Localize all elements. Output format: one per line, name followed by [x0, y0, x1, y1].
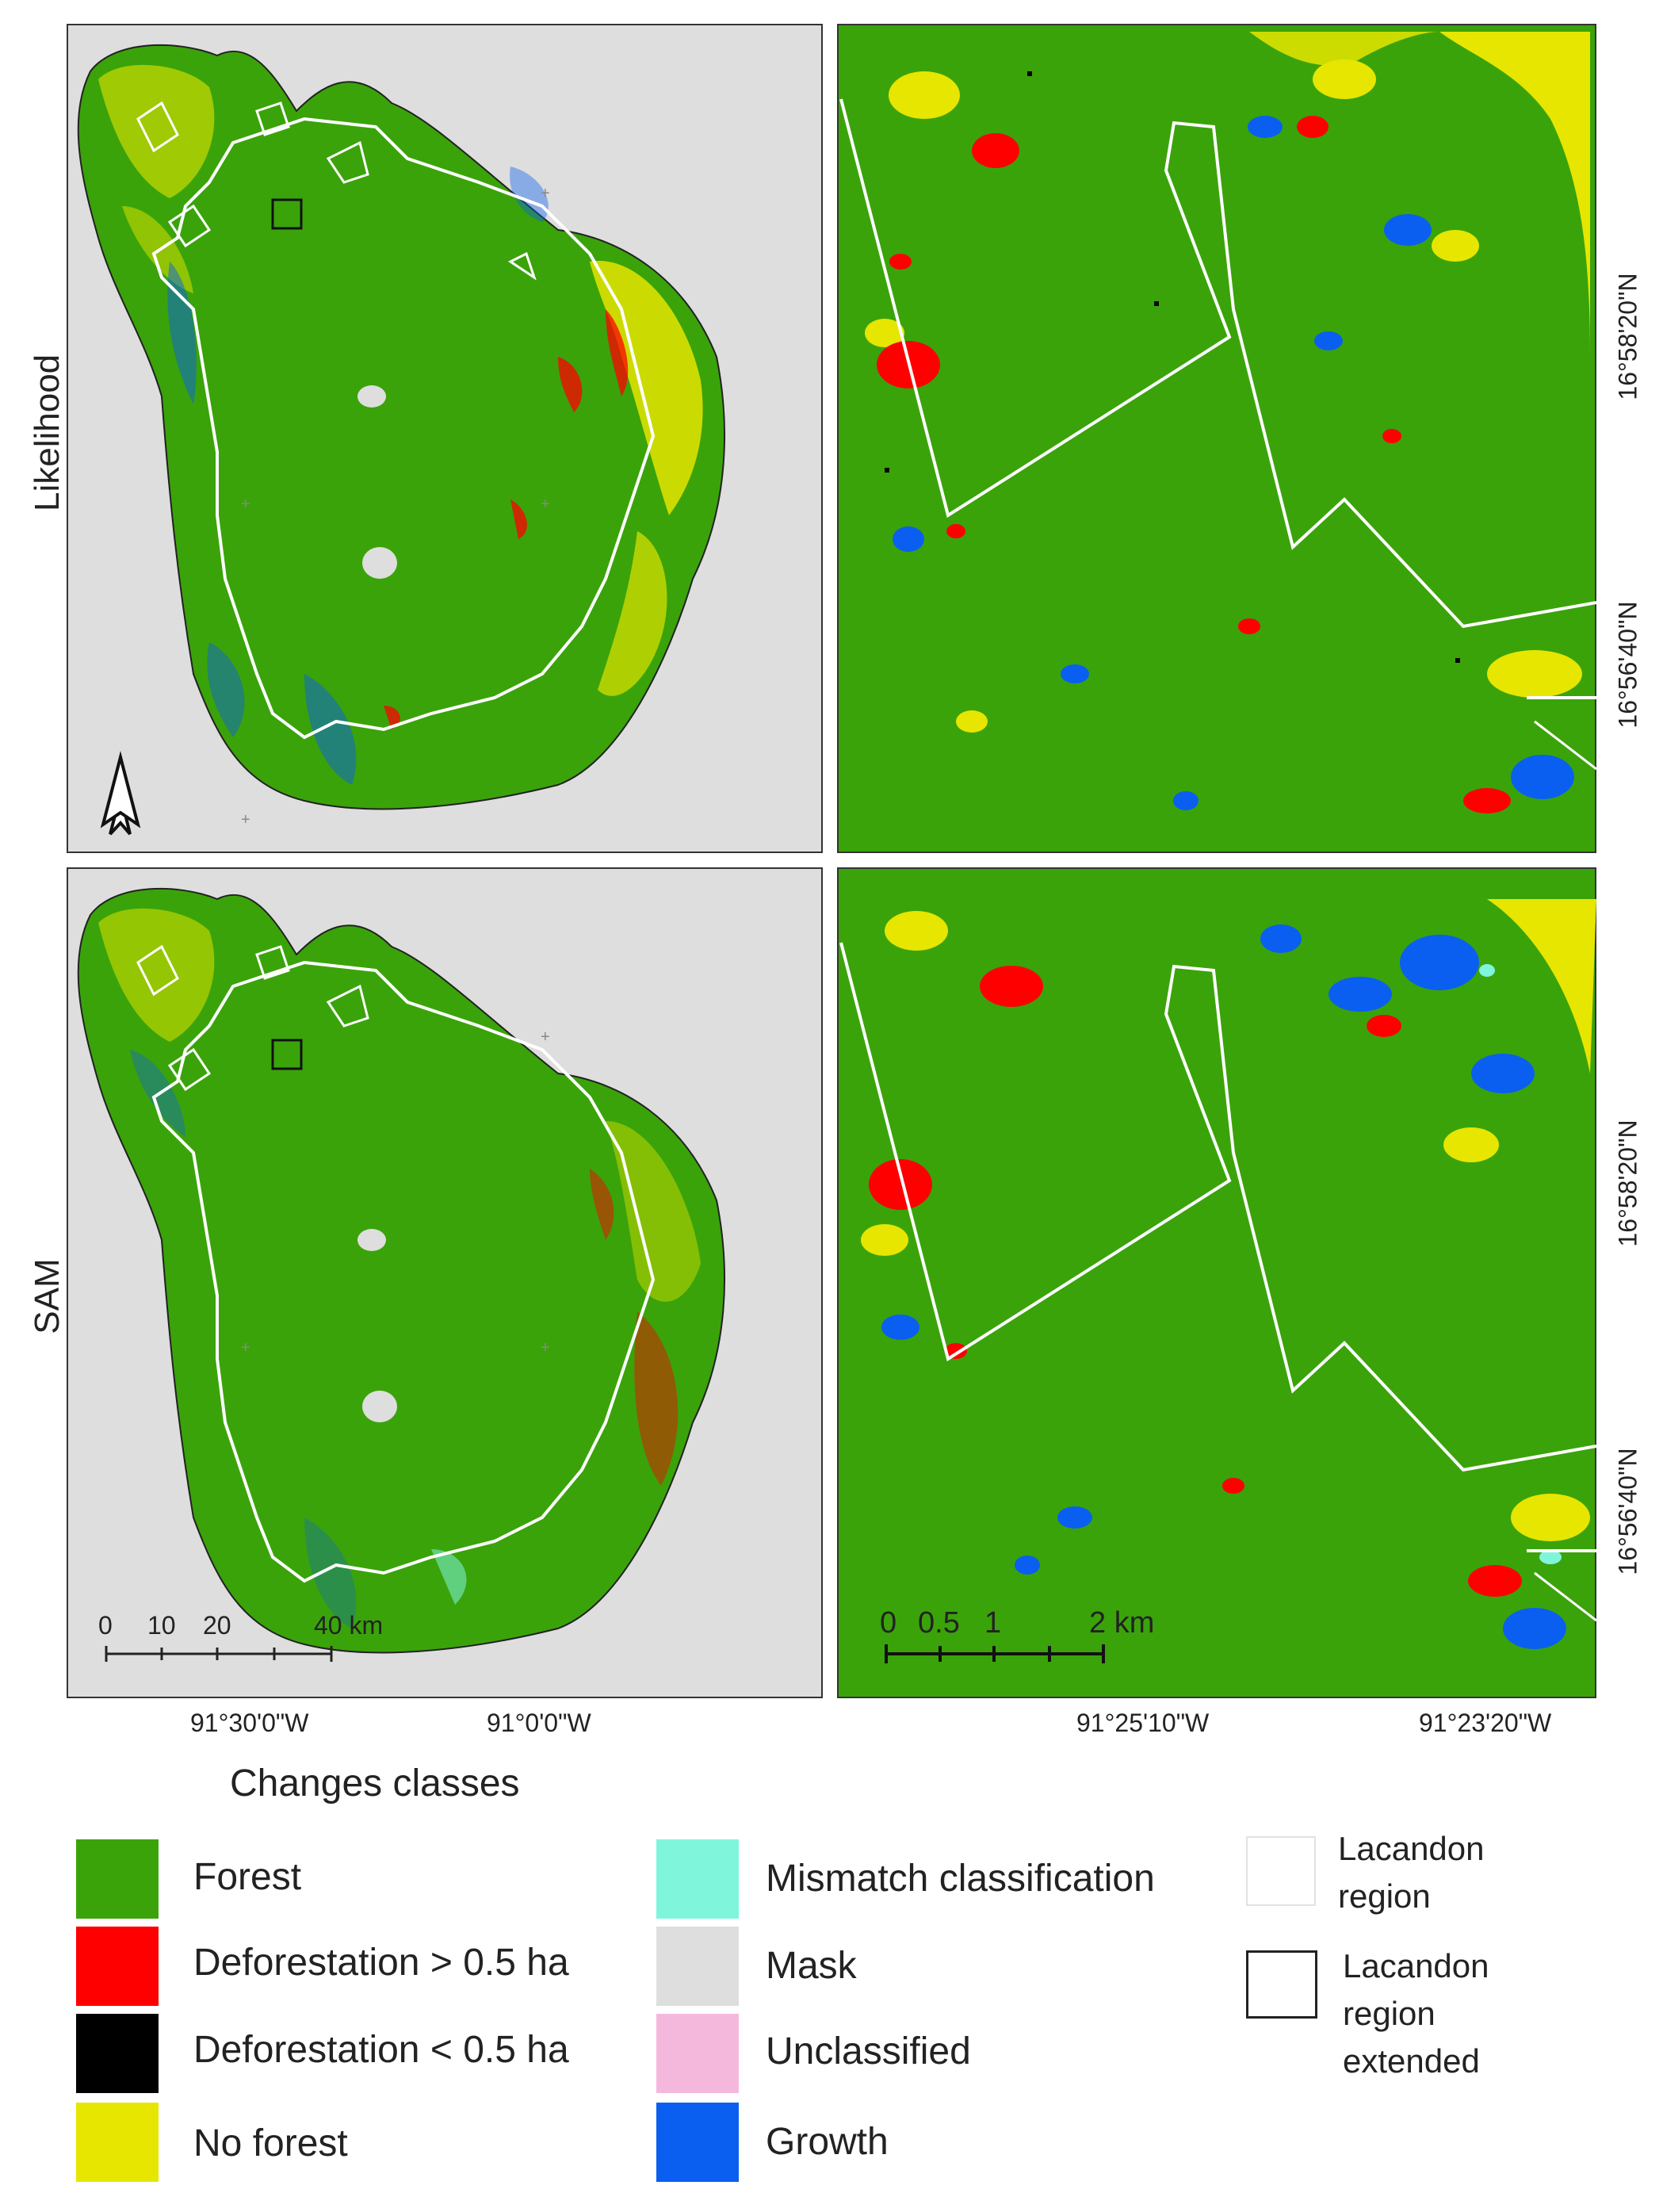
growth-areas	[167, 166, 549, 785]
legend-swatch-deforestation-large	[76, 1927, 159, 2006]
lon-tick-right-2: 91°23'20"W	[1419, 1709, 1552, 1737]
legend-label-lacandon-region: Lacandon region	[1338, 1830, 1485, 1915]
legend-label-forest: Forest	[193, 1856, 302, 1898]
lat-tick-top-2: 16°56'40"N	[1613, 601, 1642, 729]
lacandon-region-outline	[839, 98, 1596, 629]
scale-bar	[885, 1644, 1105, 1663]
lat-tick-top-1: 16°58'20"N	[1613, 273, 1642, 400]
lon-tick-left-2: 91°0'0"W	[487, 1709, 591, 1737]
lacandon-region-outline	[151, 117, 656, 740]
likelihood-overview-map: + + + +	[67, 24, 823, 853]
legend-label-growth: Growth	[766, 2121, 889, 2163]
row-label-sam: SAM	[28, 1258, 67, 1334]
deforestation-areas	[384, 309, 629, 729]
svg-text:+: +	[541, 1028, 550, 1046]
scale-tick-40km: 40 km	[314, 1611, 384, 1640]
svg-text:+: +	[541, 185, 550, 202]
lon-tick-right-1: 91°25'10"W	[1076, 1709, 1210, 1737]
legend-swatch-forest	[76, 1839, 159, 1919]
lon-tick-left-1: 91°30'0"W	[190, 1709, 309, 1737]
legend-label-no-forest: No forest	[193, 2122, 348, 2164]
legend-label-deforestation-small: Deforestation < 0.5 ha	[193, 2029, 569, 2071]
legend-title: Changes classes	[230, 1762, 520, 1804]
legend-label-mask: Mask	[766, 1945, 857, 1987]
lacandon-region-outline	[839, 942, 1596, 1472]
likelihood-detail-map	[837, 24, 1596, 853]
scale-tick-2km: 2 km	[1089, 1606, 1155, 1640]
svg-text:+: +	[241, 496, 250, 513]
legend-swatch-unclassified	[656, 2014, 739, 2093]
legend-swatch-deforestation-small	[76, 2014, 159, 2093]
lat-tick-bottom-2: 16°56'40"N	[1613, 1448, 1642, 1575]
scale-tick-20: 20	[203, 1611, 231, 1640]
scale-tick-1: 1	[984, 1606, 1002, 1640]
lat-tick-bottom-1: 16°58'20"N	[1613, 1119, 1642, 1247]
legend-swatch-lacandon-extended	[1246, 1950, 1317, 2019]
svg-text:+: +	[241, 1339, 250, 1357]
svg-text:+: +	[541, 1339, 550, 1357]
svg-text:+: +	[541, 496, 550, 513]
scale-tick-0: 0	[880, 1606, 897, 1640]
legend-swatch-mismatch	[656, 1839, 739, 1919]
scale-tick-0: 0	[98, 1611, 113, 1640]
sam-detail-map	[837, 867, 1596, 1698]
row-label-likelihood: Likelihood	[28, 354, 67, 511]
legend-swatch-growth	[656, 2103, 739, 2182]
scale-tick-0-5: 0.5	[918, 1606, 960, 1640]
legend-swatch-lacandon-region	[1246, 1836, 1316, 1906]
lacandon-region-outline	[151, 960, 656, 1583]
scale-tick-10: 10	[147, 1611, 176, 1640]
legend-label-deforestation-large: Deforestation > 0.5 ha	[193, 1942, 569, 1984]
legend-label-mismatch: Mismatch classification	[766, 1858, 1155, 1900]
north-arrow-icon	[100, 751, 141, 836]
legend-swatch-mask	[656, 1927, 739, 2006]
legend-label-lacandon-extended: Lacandon region extended	[1343, 1947, 1489, 2080]
svg-text:+: +	[241, 811, 250, 829]
legend-label-unclassified: Unclassified	[766, 2030, 971, 2072]
scale-bar	[105, 1646, 333, 1662]
legend-swatch-no-forest	[76, 2103, 159, 2182]
sam-overview-map: + + +	[67, 867, 823, 1698]
